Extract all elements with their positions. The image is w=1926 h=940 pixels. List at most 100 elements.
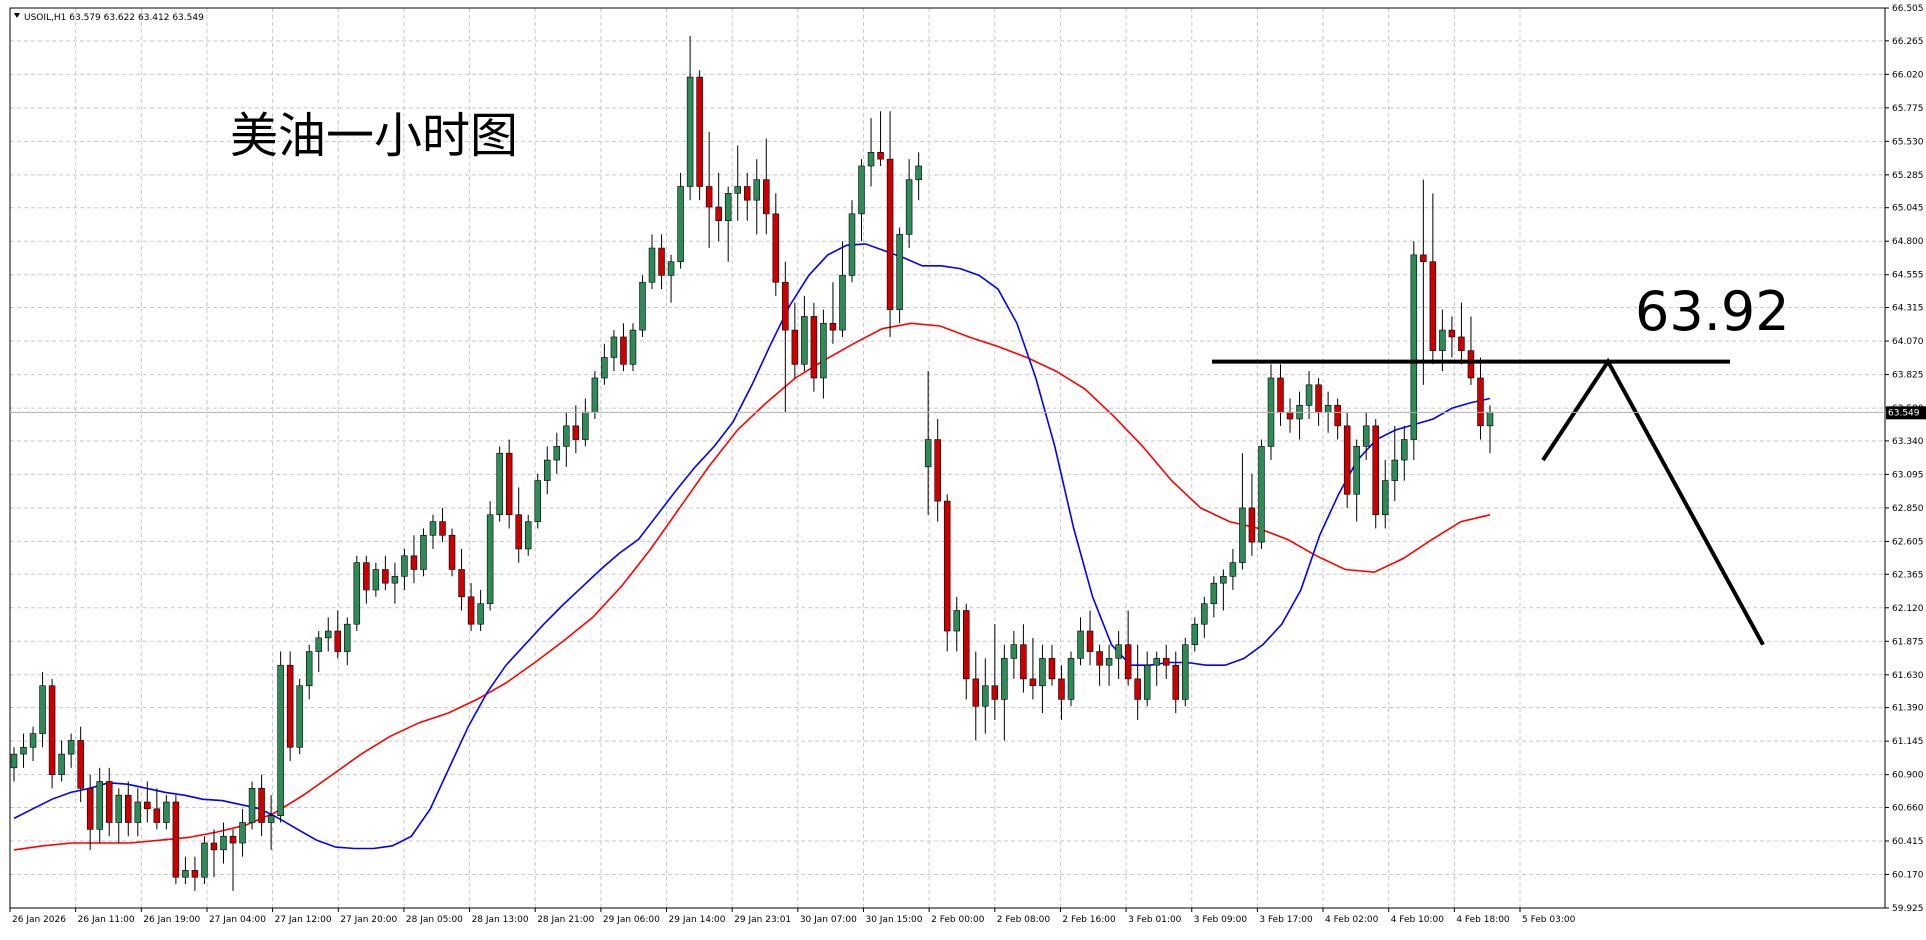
- candle: [991, 624, 999, 720]
- drawn-objects[interactable]: [1212, 357, 1765, 646]
- x-tick-label: 29 Jan 14:00: [669, 915, 726, 925]
- candle: [29, 726, 37, 761]
- candle: [1315, 377, 1322, 426]
- candle-body: [524, 521, 532, 550]
- candle: [201, 836, 208, 885]
- candle-body: [1248, 507, 1256, 543]
- candle: [144, 781, 151, 823]
- candle-body: [1153, 658, 1160, 666]
- candle: [915, 152, 922, 201]
- candle: [1010, 631, 1018, 679]
- candle: [1229, 548, 1237, 590]
- candle-body: [620, 336, 627, 365]
- candle: [705, 131, 713, 249]
- candle-body: [724, 193, 732, 221]
- candle-body: [1286, 411, 1294, 420]
- x-tick-label: 4 Feb 10:00: [1391, 915, 1445, 925]
- candle-body: [544, 459, 551, 481]
- candle: [829, 282, 837, 344]
- candle: [677, 172, 684, 269]
- y-tick-label: 62.850: [1892, 504, 1924, 514]
- candle-body: [67, 740, 75, 755]
- x-tick-label: 30 Jan 15:00: [865, 915, 922, 925]
- candle-body: [458, 569, 465, 598]
- dropdown-triangle-icon[interactable]: [14, 13, 20, 18]
- candle-body: [153, 808, 161, 823]
- candle-body: [1477, 377, 1484, 427]
- candle-body: [943, 500, 951, 632]
- candle: [934, 419, 941, 522]
- candle: [182, 856, 189, 885]
- x-tick-label: 4 Feb 18:00: [1456, 915, 1510, 925]
- time-axis[interactable]: 26 Jan 2026 26 Jan 11:00 26 Jan 19:00 27 Ja…: [9, 908, 1576, 925]
- candle: [467, 583, 475, 632]
- candle-body: [86, 788, 94, 830]
- candle-body: [96, 781, 103, 830]
- candle: [153, 788, 161, 830]
- candle: [972, 651, 980, 741]
- candle: [1401, 425, 1408, 481]
- x-tick-label: 3 Feb 17:00: [1259, 915, 1313, 925]
- candle-body: [1048, 658, 1056, 680]
- candle: [20, 733, 27, 768]
- candle-body: [229, 835, 237, 844]
- x-tick-label: 29 Jan 23:01: [734, 915, 791, 925]
- x-tick-label: 26 Jan 2026: [12, 915, 66, 925]
- candle-body: [125, 794, 132, 823]
- candle-body: [905, 179, 913, 235]
- candle-body: [829, 322, 837, 331]
- candle-body: [772, 213, 780, 283]
- price-axis[interactable]: 66.505 66.265 66.020 65.775 65.530 65.285 65.0…: [1885, 4, 1924, 914]
- candle: [191, 856, 199, 891]
- candle: [524, 514, 532, 556]
- y-tick-label: 61.390: [1892, 704, 1924, 714]
- candle-body: [1039, 658, 1046, 687]
- candle: [1343, 412, 1351, 508]
- x-tick-label: 30 Jan 07:00: [800, 915, 857, 925]
- candle-body: [201, 842, 208, 878]
- ma-fast-line: [13, 243, 1491, 850]
- candle: [134, 788, 142, 837]
- candle-body: [77, 740, 84, 789]
- candle-body: [1277, 377, 1284, 413]
- candle: [1239, 453, 1246, 570]
- y-tick-label: 63.095: [1892, 470, 1924, 480]
- candle-body: [344, 623, 351, 652]
- x-tick-label: 2 Feb 16:00: [1062, 915, 1116, 925]
- projection-path[interactable]: [1541, 357, 1765, 646]
- candle: [1201, 596, 1208, 638]
- candle-body: [1305, 384, 1313, 406]
- candle: [1039, 644, 1046, 714]
- candle: [1086, 610, 1094, 666]
- candle-body: [1124, 644, 1132, 680]
- candle: [39, 672, 46, 748]
- x-tick-label: 27 Jan 04:00: [209, 915, 266, 925]
- candle-body: [1334, 405, 1341, 427]
- y-tick-label: 59.925: [1892, 904, 1924, 914]
- candle: [1420, 179, 1427, 385]
- symbol-ohlc-text: USOIL,H1 63.579 63.622 63.412 63.549: [24, 13, 204, 23]
- candle-body: [1420, 254, 1427, 263]
- candle-body: [429, 521, 437, 536]
- candle-body: [705, 186, 713, 208]
- x-tick-label: 4 Feb 02:00: [1325, 915, 1379, 925]
- y-tick-label: 66.505: [1892, 4, 1924, 14]
- candle-body: [963, 610, 970, 680]
- candle-body: [1010, 644, 1018, 659]
- candle: [1048, 644, 1056, 686]
- candle-body: [220, 835, 227, 851]
- candle-body: [1105, 658, 1113, 666]
- candle-body: [1458, 336, 1465, 351]
- candle: [858, 159, 865, 242]
- candle: [1001, 644, 1008, 741]
- y-tick-label: 63.825: [1892, 371, 1924, 381]
- candle: [667, 254, 675, 303]
- candle: [210, 829, 218, 878]
- candle: [1372, 419, 1379, 529]
- candle: [429, 514, 437, 549]
- candle-body: [1381, 480, 1389, 516]
- candle-body: [1324, 405, 1332, 413]
- candle-body: [1201, 603, 1208, 625]
- candle-body: [924, 439, 932, 468]
